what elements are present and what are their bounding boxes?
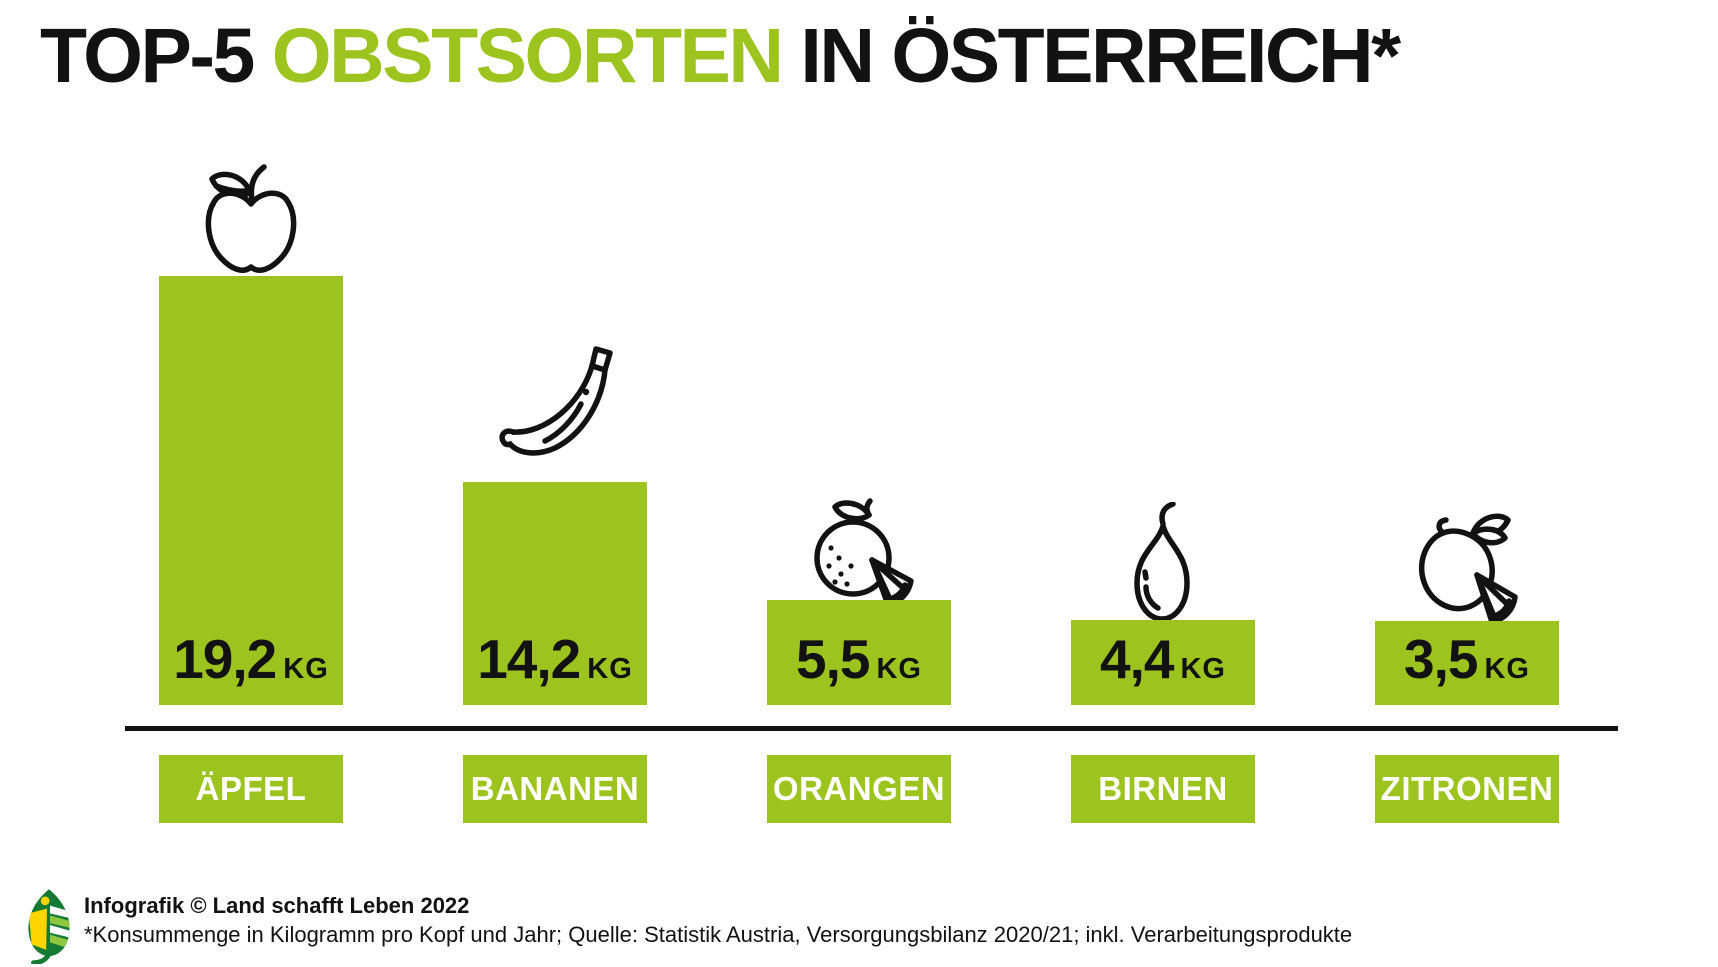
bar-zitronen: 3,5 KG (1375, 621, 1559, 705)
land-schafft-leben-logo (20, 886, 78, 966)
bar-bananen: 14,2 KG (463, 482, 647, 705)
bar-value: 19,2 KG (159, 627, 343, 691)
pear-icon (1123, 502, 1201, 626)
category-label-bananen: BANANEN (463, 755, 647, 823)
category-label-aepfel: ÄPFEL (159, 755, 343, 823)
category-label-birnen: BIRNEN (1071, 755, 1255, 823)
value-unit: KG (283, 653, 329, 685)
bar-orangen: 5,5 KG (767, 600, 951, 705)
bar-birnen: 4,4 KG (1071, 620, 1255, 705)
bar-value: 14,2 KG (463, 627, 647, 691)
axis-baseline (125, 726, 1618, 731)
title-prefix: TOP-5 (40, 13, 272, 99)
lemon-icon (1407, 509, 1521, 629)
value-unit: KG (1484, 653, 1530, 685)
value-number: 19,2 (173, 628, 277, 690)
apple-icon (201, 162, 301, 280)
value-unit: KG (587, 653, 633, 685)
page-title: TOP-5 OBSTSORTEN IN ÖSTERREICH* (40, 13, 1401, 99)
value-number: 4,4 (1100, 628, 1174, 690)
category-label-orangen: ORANGEN (767, 755, 951, 823)
footer-credit: Infografik © Land schafft Leben 2022 (84, 893, 470, 918)
footer-text: Infografik © Land schafft Leben 2022 *Ko… (84, 891, 1352, 949)
bar-value: 4,4 KG (1071, 627, 1255, 691)
value-unit: KG (1180, 653, 1226, 685)
value-number: 5,5 (796, 628, 870, 690)
bar-value: 5,5 KG (767, 627, 951, 691)
bar-value: 3,5 KG (1375, 627, 1559, 691)
value-unit: KG (876, 653, 922, 685)
value-number: 14,2 (477, 628, 581, 690)
title-highlight: OBSTSORTEN (271, 13, 784, 99)
banana-icon (495, 342, 619, 484)
bar-aepfel: 19,2 KG (159, 276, 343, 705)
title-suffix: IN ÖSTERREICH* (781, 13, 1401, 99)
orange-icon (806, 498, 918, 608)
value-number: 3,5 (1404, 628, 1478, 690)
footer-source-note: *Konsummenge in Kilogramm pro Kopf und J… (84, 922, 1353, 947)
category-label-zitronen: ZITRONEN (1375, 755, 1559, 823)
